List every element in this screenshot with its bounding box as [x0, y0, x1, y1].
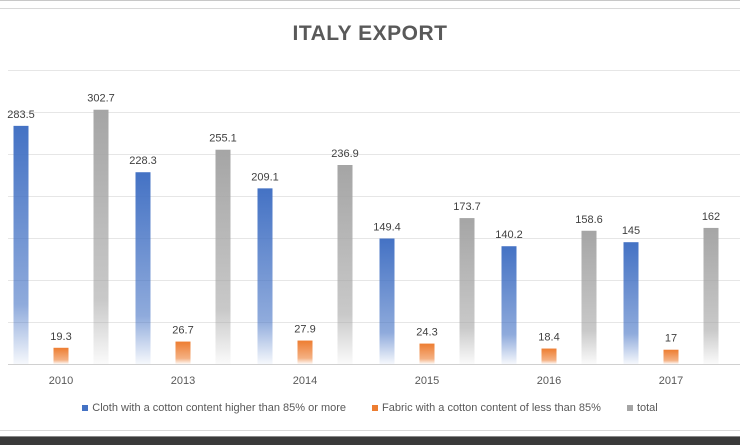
bar-cloth-2013: [135, 172, 151, 364]
data-label-fabric-2013: 26.7: [172, 325, 193, 337]
window-bottom-edge: [0, 436, 740, 445]
data-label-cloth-2014: 209.1: [251, 171, 279, 183]
chart-frame-bottom: [0, 430, 740, 431]
x-tick-labels: 2010 2013 2014 2015 2016 2017: [49, 375, 683, 387]
bar-fabric-2017: [663, 349, 679, 364]
x-tick-label: 2015: [415, 375, 439, 387]
legend-label-cloth: Cloth with a cotton content higher than …: [92, 402, 347, 414]
data-labels: 283.5 19.3 302.7 228.3 26.7 255.1 209.1 27.9 236…: [7, 93, 720, 345]
data-label-fabric-2015: 24.3: [416, 327, 437, 339]
bar-fabric-2013: [175, 341, 191, 364]
bar-total-2015: [459, 218, 475, 364]
data-label-total-2015: 173.7: [453, 201, 481, 213]
legend-swatch-cloth: [82, 405, 89, 411]
legend-swatch-fabric: [372, 405, 379, 411]
legend-label-total: total: [636, 402, 658, 414]
legend-label-fabric: Fabric with a cotton content of less tha…: [382, 402, 601, 414]
data-label-fabric-2014: 27.9: [294, 324, 315, 336]
bar-total-2016: [581, 230, 597, 364]
x-tick-label: 2014: [293, 375, 317, 387]
chart-frame-top: [0, 8, 740, 9]
legend-item-fabric: Fabric with a cotton content of less tha…: [372, 402, 601, 414]
chart-title: ITALY EXPORT: [292, 22, 448, 45]
legend: Cloth with a cotton content higher than …: [0, 402, 740, 414]
bar-cloth-2017: [623, 242, 639, 364]
bars: [13, 109, 719, 365]
data-label-cloth-2016: 140.2: [495, 229, 523, 241]
chart-plot: 283.5 19.3 302.7 228.3 26.7 255.1 209.1 27.9 236…: [7, 70, 740, 387]
bar-fabric-2010: [53, 347, 69, 364]
x-tick-label: 2013: [171, 375, 195, 387]
legend-swatch-total: [626, 405, 633, 411]
x-tick-label: 2017: [659, 375, 683, 387]
data-label-fabric-2016: 18.4: [538, 332, 559, 344]
bar-total-2010: [93, 109, 109, 365]
bar-total-2014: [337, 165, 353, 364]
x-tick-label: 2010: [49, 375, 73, 387]
gridlines: [8, 70, 740, 365]
bar-cloth-2016: [501, 246, 517, 364]
bar-fabric-2014: [297, 340, 313, 364]
x-tick-label: 2016: [537, 375, 561, 387]
bar-fabric-2015: [419, 343, 435, 364]
legend-item-cloth: Cloth with a cotton content higher than …: [82, 402, 346, 414]
legend-item-total: total: [626, 402, 658, 414]
bar-cloth-2015: [379, 238, 395, 364]
data-label-fabric-2017: 17: [665, 333, 677, 345]
bar-total-2013: [215, 149, 231, 364]
data-label-cloth-2015: 149.4: [373, 222, 401, 234]
top-border: [0, 0, 740, 1]
data-label-fabric-2010: 19.3: [50, 331, 71, 343]
bar-total-2017: [703, 227, 719, 364]
bar-cloth-2010: [13, 125, 29, 364]
data-label-total-2017: 162: [702, 211, 720, 223]
data-label-cloth-2017: 145: [622, 225, 640, 237]
bar-fabric-2016: [541, 348, 557, 364]
bar-cloth-2014: [257, 188, 273, 364]
data-label-total-2010: 302.7: [87, 93, 115, 105]
data-label-cloth-2010: 283.5: [7, 109, 35, 121]
data-label-total-2013: 255.1: [209, 133, 237, 145]
data-label-total-2016: 158.6: [575, 214, 603, 226]
data-label-cloth-2013: 228.3: [129, 155, 157, 167]
data-label-total-2014: 236.9: [331, 148, 359, 160]
